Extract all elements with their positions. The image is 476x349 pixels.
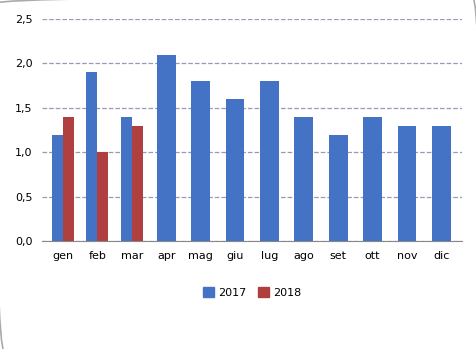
- Legend: 2017, 2018: 2017, 2018: [198, 283, 305, 303]
- Bar: [294, 117, 313, 242]
- Bar: [328, 135, 347, 242]
- Bar: [131, 126, 142, 242]
- Bar: [362, 117, 381, 242]
- Bar: [63, 117, 74, 242]
- Bar: [259, 81, 278, 242]
- Bar: [397, 126, 416, 242]
- Bar: [86, 72, 97, 242]
- Bar: [191, 81, 209, 242]
- Bar: [225, 99, 244, 242]
- Bar: [97, 153, 108, 242]
- Bar: [157, 54, 175, 242]
- Bar: [52, 135, 63, 242]
- Bar: [120, 117, 131, 242]
- Bar: [431, 126, 450, 242]
